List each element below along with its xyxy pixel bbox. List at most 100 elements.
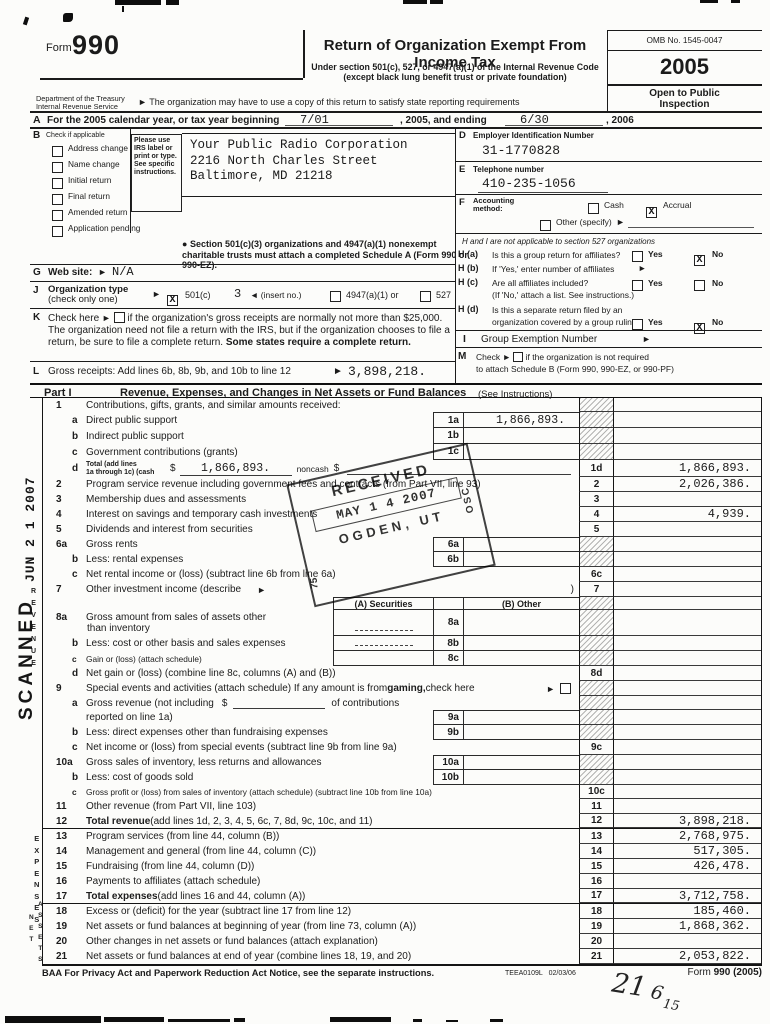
checkbox-final-return[interactable] — [52, 190, 63, 208]
line-label: b Less: cost or other basis and sales exp… — [72, 638, 286, 649]
divider — [607, 84, 762, 86]
part1-row-11: 11 Other revenue (from Part VII, line 103… — [43, 799, 761, 814]
form-title: Return of Organization Exempt From Incom… — [323, 37, 587, 71]
checkbox-4947a1[interactable] — [330, 287, 341, 305]
line-label: a Direct public support — [72, 414, 178, 426]
accrual-label: Accrual — [663, 200, 692, 210]
checkbox-501c[interactable]: X — [167, 287, 178, 306]
arrow-icon: ► — [333, 366, 343, 377]
hd-text-2: organization covered by a group ruling? — [492, 317, 642, 327]
line-label: c Government contributions (grants) — [72, 446, 238, 458]
checkbox-schedule-b[interactable] — [513, 352, 524, 362]
line-number-cell: 10c — [579, 785, 613, 799]
line-label: 17 Total expenses (add lines 16 and 44, c… — [56, 890, 306, 902]
col-header-other: (B) Other — [463, 597, 579, 610]
scan-artifact — [700, 0, 718, 3]
m-check-label: Check — [476, 352, 501, 362]
line-amount-cell — [613, 412, 761, 428]
part1-row-16: 16 Payments to affiliates (attach schedul… — [43, 874, 761, 889]
part1-label: Part I — [44, 387, 72, 399]
scan-artifact — [5, 1016, 101, 1023]
divider — [30, 281, 455, 282]
part1-row-b: b Less: direct expenses other than fundra… — [43, 725, 761, 740]
checkbox-hc-yes[interactable] — [632, 276, 643, 294]
line-amount-cell: 2,026,386. — [613, 477, 761, 492]
checkbox-gaming[interactable] — [560, 683, 571, 694]
part1-table: 1 Contributions, gifts, grants, and simil… — [42, 398, 762, 966]
line-amount-cell: 1,866,893. — [613, 460, 761, 477]
arrow-icon: ► — [502, 352, 511, 362]
checkbox-hd-no[interactable]: X — [694, 315, 705, 334]
checkbox-amended-return[interactable] — [52, 206, 63, 224]
line-label: 11 Other revenue (from Part VII, line 103… — [56, 801, 257, 812]
line-number-cell — [579, 681, 613, 696]
section-k-body: if the organization's gross receipts are… — [48, 313, 450, 348]
divider — [455, 194, 762, 195]
divider — [30, 308, 455, 309]
checkbox-ha-yes[interactable] — [632, 247, 643, 265]
checkbox-name-change[interactable] — [52, 158, 63, 176]
checkbox-application-pending[interactable] — [52, 222, 63, 240]
line-tag: 6a — [433, 537, 463, 552]
line-number-cell — [579, 537, 613, 552]
line-label: d Total (add lines 1a through 1c) (cash $1,… — [43, 460, 579, 477]
line-label — [43, 597, 333, 610]
org-city: Baltimore, MD 21218 — [190, 169, 333, 183]
line-label: 14 Management and general (from line 44, … — [56, 846, 317, 857]
section-k-text: Check here ► if the organization's gross… — [48, 312, 452, 349]
divider — [607, 50, 762, 51]
checkbox-ha-no[interactable]: X — [694, 247, 705, 266]
line-label: 8a Gross amount from sales of assets othe… — [56, 612, 267, 634]
insert-no-label: ◄ (insert no.) — [250, 290, 302, 300]
yes-label: Yes — [648, 249, 663, 259]
checkbox-hc-no[interactable] — [694, 276, 705, 294]
scan-artifact — [104, 1017, 164, 1022]
line-amount-cell: 4,939. — [613, 507, 761, 522]
scan-artifact — [330, 1017, 391, 1022]
line-label: 16 Payments to affiliates (attach schedul… — [56, 876, 261, 887]
part1-row-17: 17 Total expenses (add lines 16 and 44, c… — [43, 889, 761, 904]
line-number-cell: 3 — [579, 492, 613, 507]
checkbox-hd-yes[interactable] — [632, 315, 643, 333]
part1-row-18: 18 Excess or (deficit) for the year (subt… — [43, 904, 761, 919]
part1-row-r20: reported on line 1a) 9a — [43, 710, 761, 725]
line-number-cell: 1d — [579, 460, 613, 477]
scan-artifact — [234, 1018, 245, 1022]
line-amount-cell — [613, 696, 761, 710]
line-a-text-mid: , 2005, and ending — [400, 115, 487, 126]
form-number: 990 — [72, 30, 121, 60]
line-label: 9 Special events and activities (attach s… — [43, 681, 579, 696]
section-k-letter: K — [33, 312, 41, 323]
line-amount-cell: 2,053,822. — [613, 949, 761, 964]
line-number-cell — [579, 444, 613, 460]
line-number-cell: 12 — [579, 814, 613, 828]
checkbox-accrual[interactable]: X — [646, 199, 657, 218]
line-number-cell: 21 — [579, 949, 613, 964]
divider — [607, 30, 762, 31]
part1-row-2: 2 Program service revenue including gover… — [43, 477, 761, 492]
line-label: 4 Interest on savings and temporary cash … — [56, 509, 318, 520]
checkbox-other[interactable] — [540, 216, 551, 234]
tax-year-begin-value: 7/01 — [300, 113, 329, 127]
divider — [30, 361, 455, 362]
section-d-label: Employer Identification Number — [473, 131, 594, 140]
divider — [455, 161, 762, 162]
line-amount-cell: 185,460. — [613, 904, 761, 919]
checkbox-527[interactable] — [420, 287, 431, 305]
checkbox-initial-return[interactable] — [52, 174, 63, 192]
line-tag: 10a — [433, 755, 463, 770]
part1-row-3: 3 Membership dues and assessments 3 — [43, 492, 761, 507]
checkbox-address-change[interactable] — [52, 142, 63, 160]
line-label: 3 Membership dues and assessments — [56, 494, 247, 505]
checkbox-under-25000[interactable] — [113, 312, 125, 323]
website-label: Web site: — [48, 267, 93, 278]
line-tag: 9a — [433, 710, 463, 725]
irs-label-instructions: Please use IRS label or print or type. S… — [131, 134, 182, 212]
ein-value: 31-1770828 — [482, 143, 561, 158]
part1-row-b: b Less: cost or other basis and sales exp… — [43, 636, 761, 651]
checkbox-cash[interactable] — [588, 199, 599, 217]
arrow-icon: ► — [138, 97, 147, 107]
line-number-cell — [579, 725, 613, 740]
baa-label: BAA — [42, 968, 62, 978]
